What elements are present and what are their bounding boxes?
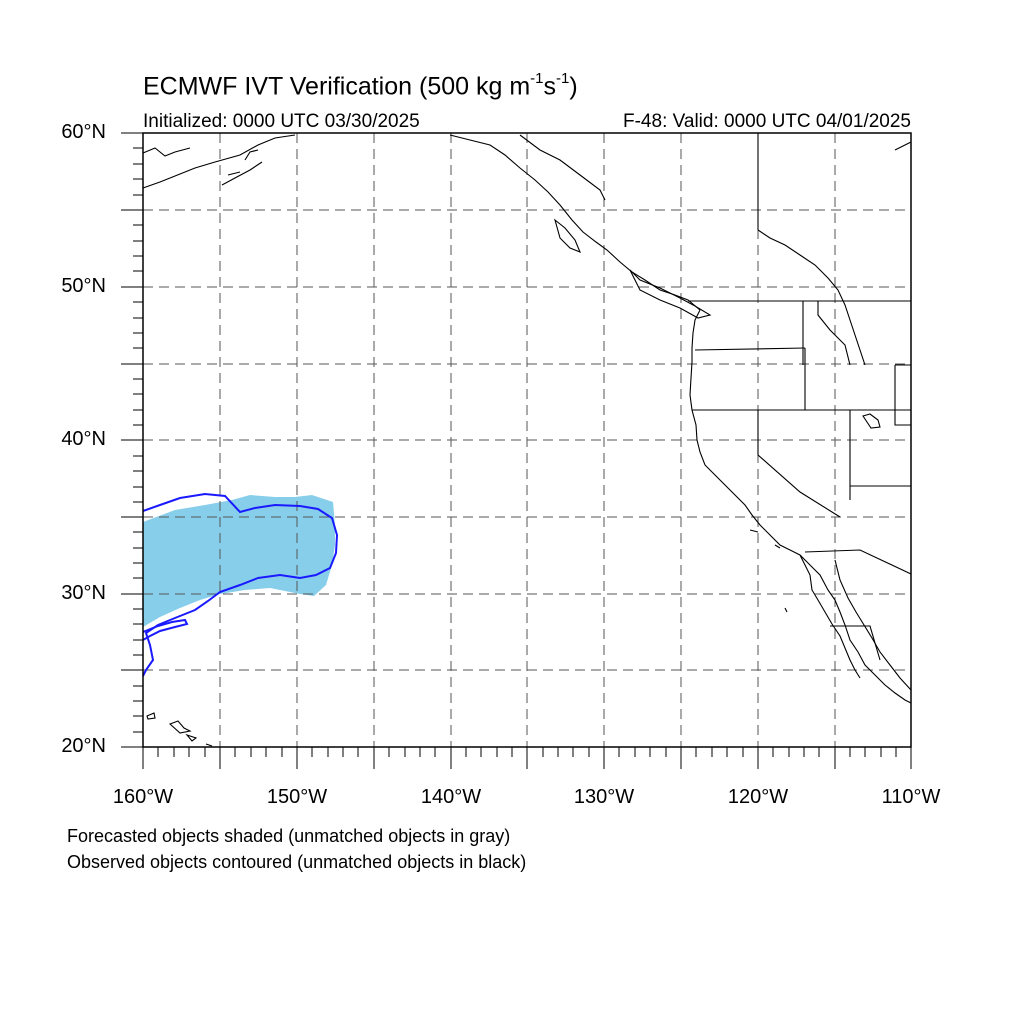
forecast-object-shading bbox=[143, 495, 335, 627]
lat-label-20n: 20°N bbox=[61, 735, 106, 757]
lon-label-160w: 160°W bbox=[112, 786, 174, 808]
lon-label-120w: 120°W bbox=[727, 786, 789, 808]
figure-title: ECMWF IVT Verification (500 kg m-1s-1) bbox=[143, 70, 578, 101]
valid-time: F-48: Valid: 0000 UTC 04/01/2025 bbox=[623, 111, 911, 132]
axis-ticks bbox=[121, 132, 912, 769]
initialized-time: Initialized: 0000 UTC 03/30/2025 bbox=[143, 111, 420, 132]
observed-note: Observed objects contoured (unmatched ob… bbox=[67, 852, 527, 872]
lon-label-110w: 110°W bbox=[881, 786, 941, 808]
lat-label-60n: 60°N bbox=[61, 121, 106, 143]
coastlines bbox=[142, 133, 912, 747]
observed-object-inner bbox=[142, 618, 189, 641]
lat-label-50n: 50°N bbox=[61, 275, 106, 297]
lon-label-150w: 150°W bbox=[266, 786, 328, 808]
lat-label-40n: 40°N bbox=[61, 428, 106, 450]
lon-label-130w: 130°W bbox=[573, 786, 635, 808]
graticule bbox=[143, 133, 911, 747]
lat-label-30n: 30°N bbox=[61, 582, 106, 604]
forecast-note: Forecasted objects shaded (unmatched obj… bbox=[67, 826, 511, 846]
lon-label-140w: 140°W bbox=[420, 786, 482, 808]
